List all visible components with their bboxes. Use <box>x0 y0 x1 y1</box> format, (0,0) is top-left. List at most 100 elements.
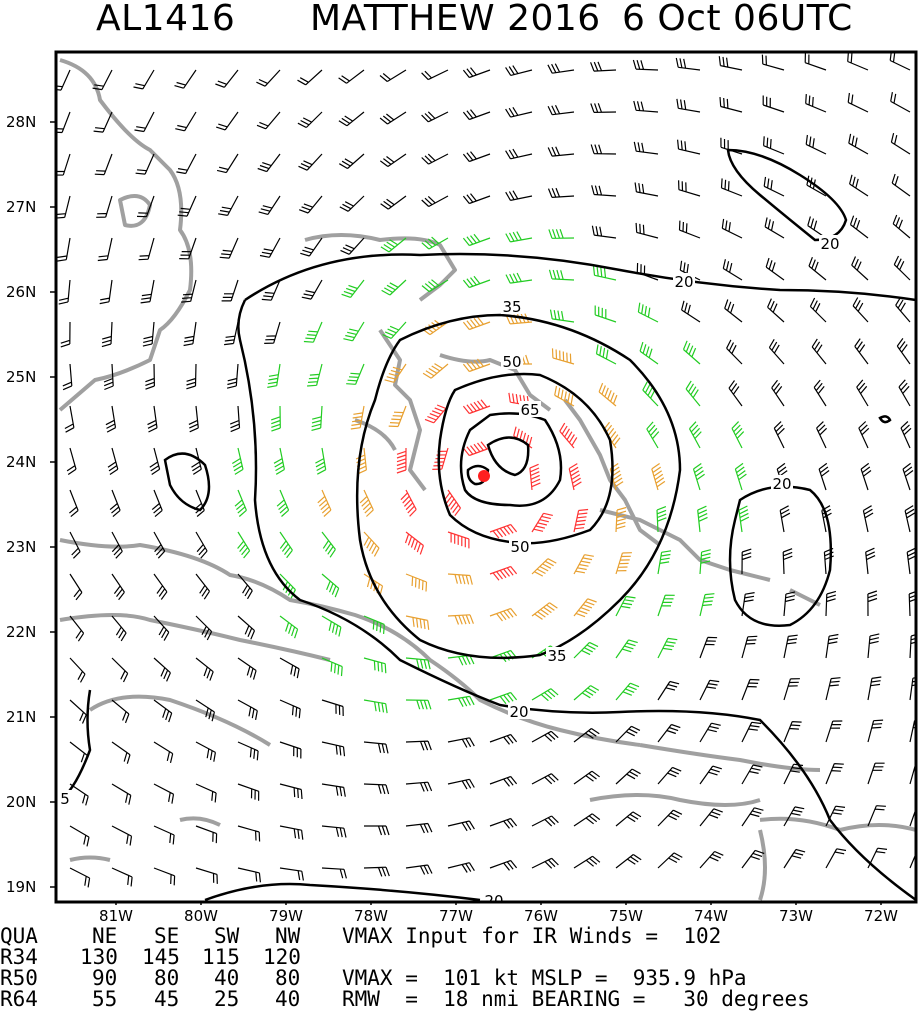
wind-barb <box>363 615 385 634</box>
lon-label-79W: 79W <box>269 907 303 925</box>
wind-barb <box>226 363 239 389</box>
wind-barb <box>447 737 475 748</box>
wind-barb <box>547 146 575 157</box>
r34-label: R34 <box>0 945 38 969</box>
analysis-time: 6 Oct 06UTC <box>622 0 853 39</box>
wind-barb <box>808 256 827 281</box>
wind-barb <box>595 344 617 365</box>
wind-barb <box>261 279 281 301</box>
col-nw: NW <box>275 924 301 948</box>
wind-barb <box>646 421 660 449</box>
wind-barb <box>153 531 166 559</box>
wind-barb <box>257 153 281 173</box>
wind-barb <box>738 505 750 533</box>
wind-barb <box>908 590 916 617</box>
wind-barb <box>96 195 113 218</box>
wind-barb <box>301 279 323 300</box>
wind-barb <box>279 867 304 881</box>
wind-barb <box>341 279 365 298</box>
wind-barb <box>237 657 257 680</box>
wind-barb <box>138 237 155 261</box>
wind-barb <box>636 262 659 281</box>
contour-label-35: 35 <box>547 647 566 665</box>
wind-barb <box>657 723 681 743</box>
wind-barb <box>489 859 518 871</box>
wind-barb <box>765 257 785 281</box>
lat-label-22N: 22N <box>6 623 37 641</box>
wind-barb <box>300 237 323 257</box>
wind-barb <box>135 153 155 175</box>
wind-barb <box>804 53 827 71</box>
r64-sw: 25 <box>214 987 240 1011</box>
wind-barb <box>380 195 407 210</box>
lon-label-77W: 77W <box>439 907 473 925</box>
wind-barb <box>279 615 299 639</box>
wind-barb <box>140 279 155 304</box>
wind-barb <box>363 699 388 714</box>
wind-barb <box>405 699 432 710</box>
wind-barb <box>107 447 119 475</box>
wind-barb <box>867 847 888 869</box>
wind-barb <box>615 595 636 617</box>
wind-barb <box>867 676 882 701</box>
wind-barb <box>405 740 432 751</box>
wind-barb <box>307 363 323 387</box>
wind-barb <box>573 598 597 618</box>
wind-barb <box>153 573 168 600</box>
wind-barb <box>741 721 762 743</box>
wind-barb <box>615 853 642 869</box>
r34-se: 145 <box>142 945 180 969</box>
wind-barb <box>195 867 218 884</box>
wind-barb <box>346 363 365 385</box>
wind-barb <box>303 321 323 343</box>
wind-barb <box>825 590 837 617</box>
wind-barb <box>237 741 259 761</box>
wind-barb <box>779 505 791 533</box>
wind-barb <box>58 279 71 305</box>
wind-barb <box>405 615 430 630</box>
wind-barb <box>615 552 632 575</box>
wind-barb <box>176 153 197 175</box>
wind-barb <box>633 100 659 113</box>
wind-barb <box>363 866 390 877</box>
wind-barb <box>462 67 491 79</box>
lon-label-81W: 81W <box>99 907 133 925</box>
wind-barb <box>809 297 827 323</box>
wind-barb <box>849 215 869 239</box>
wind-barb <box>256 69 281 87</box>
contour-label-20: 20 <box>674 273 693 291</box>
wind-barb <box>405 864 433 875</box>
wind-barb <box>699 765 722 785</box>
wind-barb <box>421 111 449 123</box>
wind-barb <box>388 405 407 428</box>
wind-barb <box>66 447 77 475</box>
wind-barb <box>447 862 475 873</box>
wind-barb <box>151 489 163 518</box>
wind-barb <box>699 722 721 743</box>
wind-barb <box>825 633 839 659</box>
wind-barb <box>109 489 121 518</box>
wind-barb <box>355 447 367 475</box>
wind-barb <box>783 848 806 869</box>
lon-label-80W: 80W <box>184 907 218 925</box>
lon-label-78W: 78W <box>354 907 388 925</box>
wind-barb <box>195 699 215 722</box>
wind-barb <box>681 300 701 323</box>
wind-barb <box>379 153 407 167</box>
wind-barb <box>400 489 417 517</box>
wind-barb <box>731 421 745 449</box>
r50-se: 80 <box>154 966 180 990</box>
wind-barb <box>321 657 343 677</box>
wind-barb <box>462 275 491 289</box>
wind-barb <box>338 111 365 127</box>
wind-barb <box>321 531 336 558</box>
wind-barb <box>92 69 113 91</box>
wind-barb <box>56 195 71 219</box>
wind-barb <box>856 379 869 407</box>
storm-id: AL1416 <box>96 0 236 39</box>
wind-barb <box>854 338 869 365</box>
contour-label-bg <box>501 353 523 369</box>
wind-barb <box>69 699 87 724</box>
wind-barb <box>818 462 830 491</box>
wind-barb <box>724 299 743 323</box>
